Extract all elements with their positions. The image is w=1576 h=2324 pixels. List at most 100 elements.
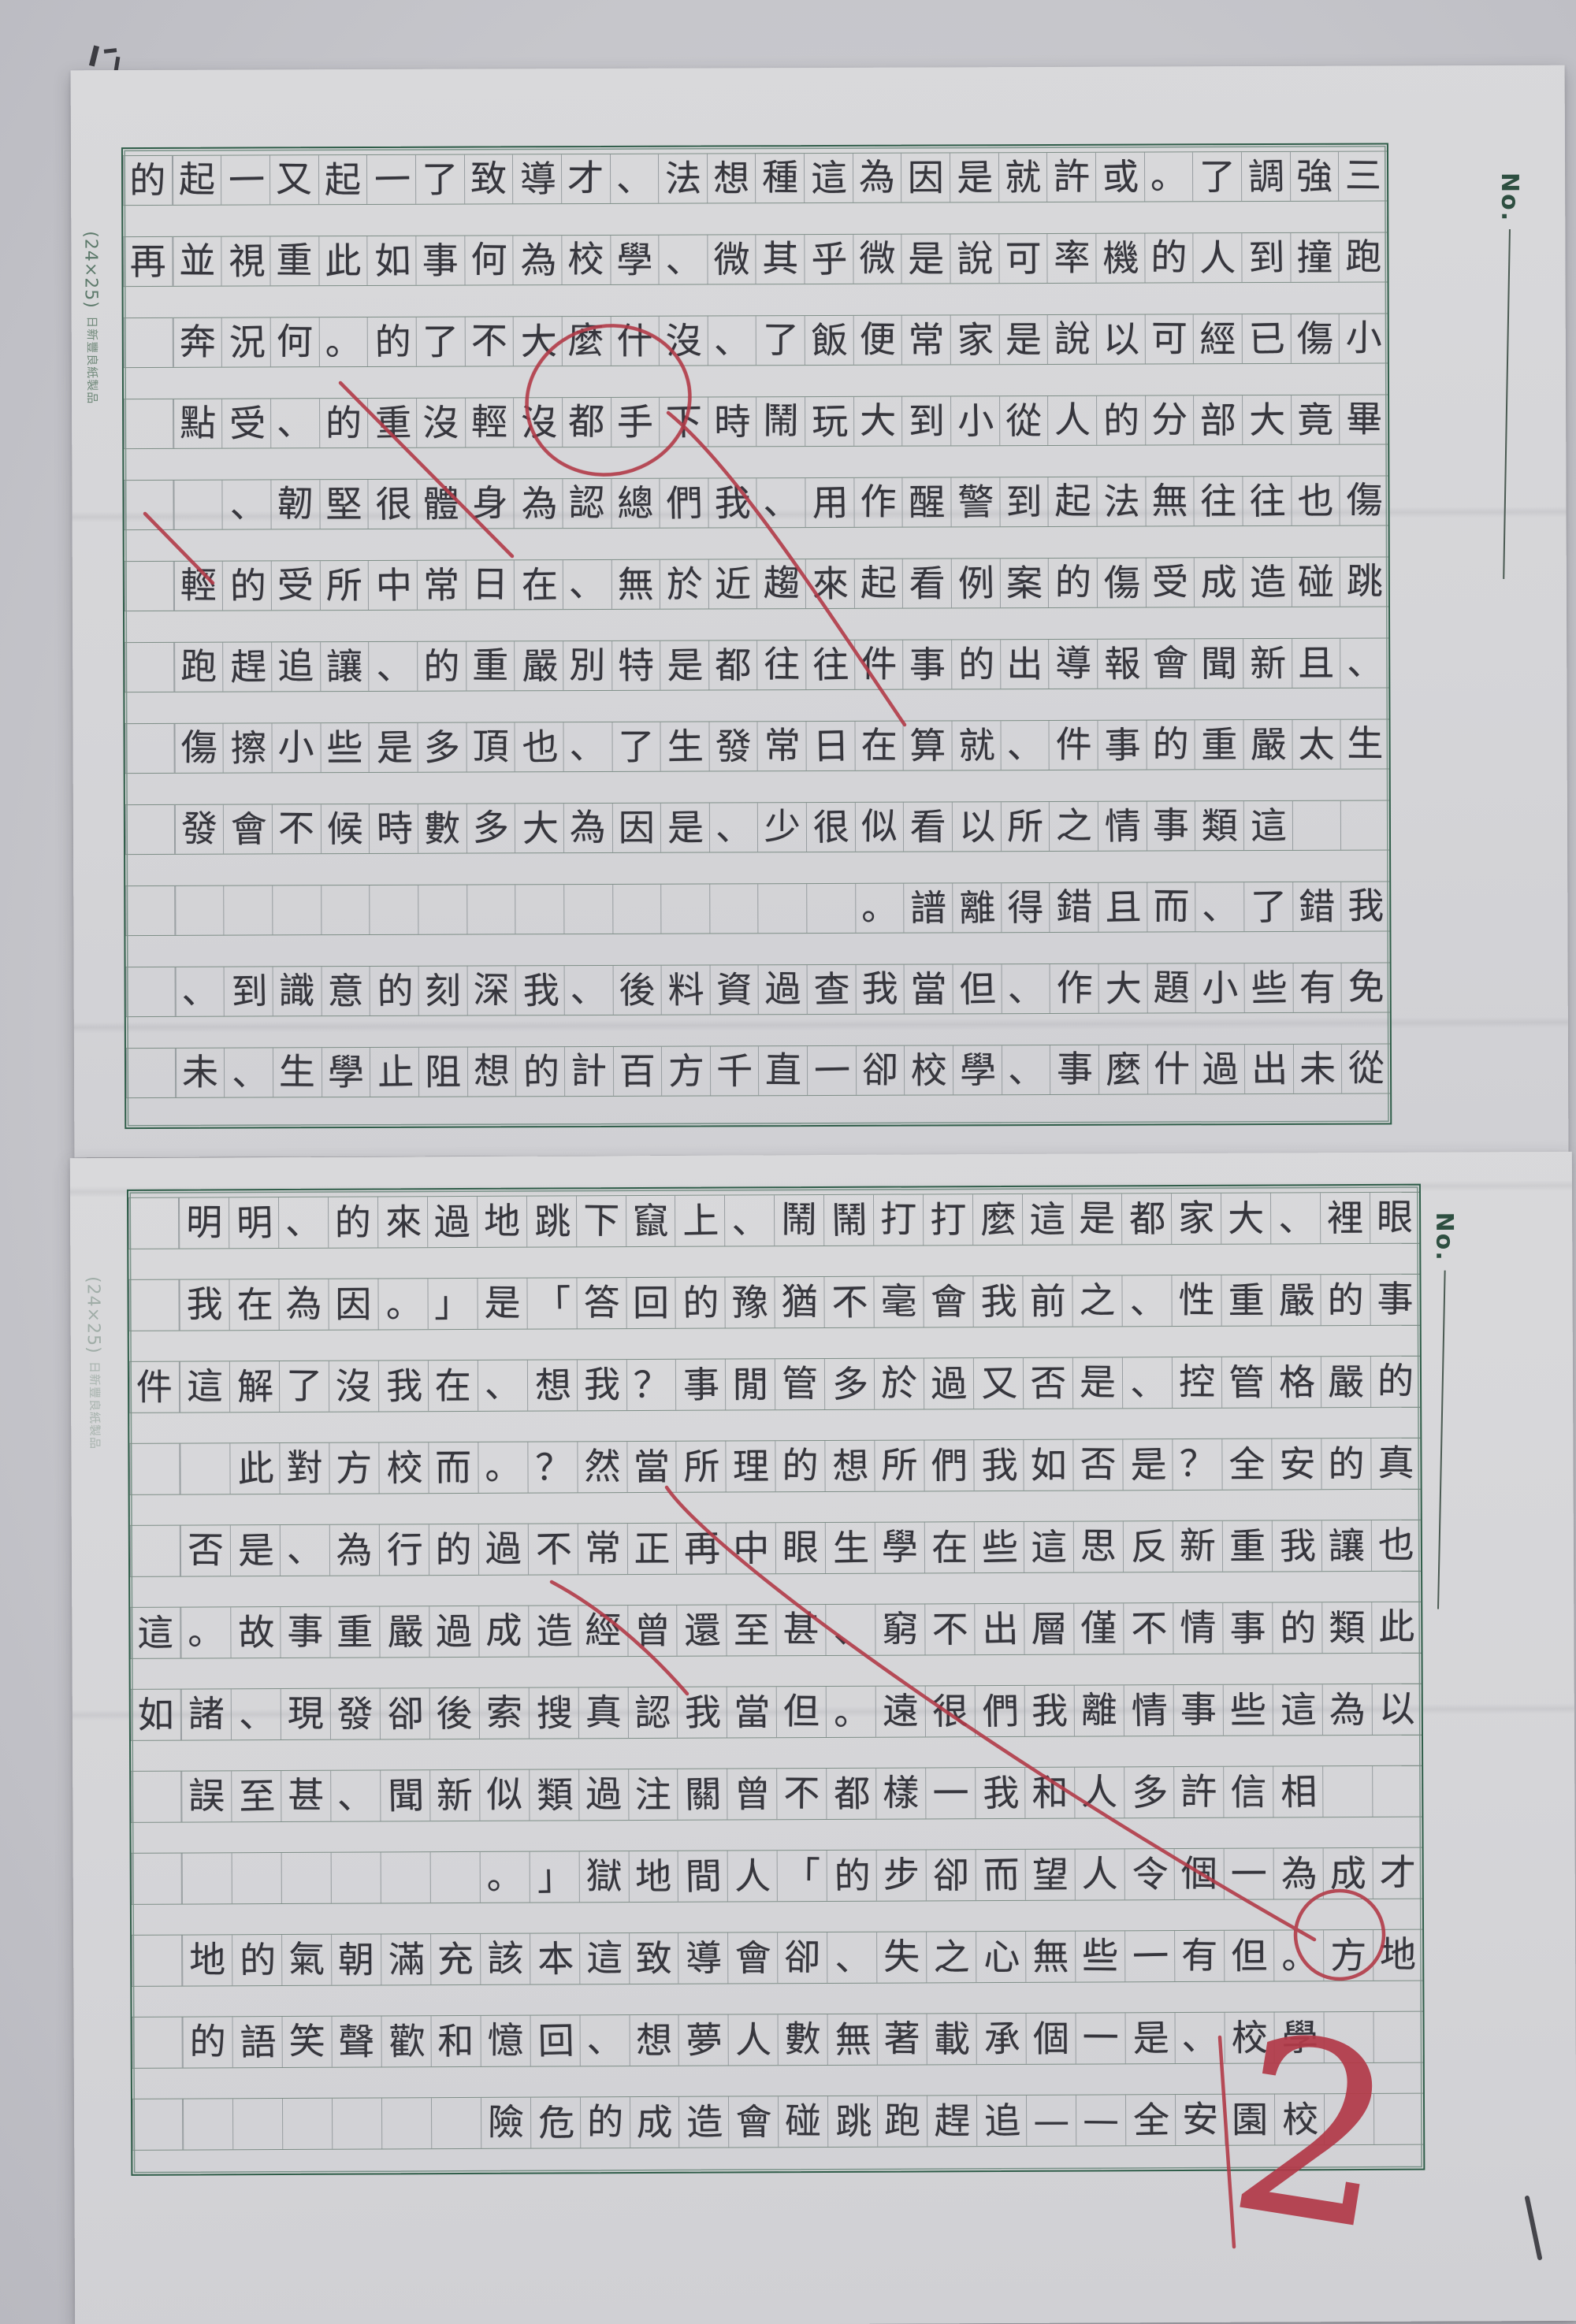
handwritten-character: 看: [909, 562, 946, 605]
grid-cell: 、: [221, 480, 271, 529]
no-field-label: No.: [1496, 172, 1524, 223]
handwritten-character: 說: [957, 236, 994, 280]
grid-row: 此類的事情不僅層出不窮、甚至還曾經造成過嚴重事故。這: [130, 1601, 1422, 1659]
grid-cell: [231, 1853, 281, 1904]
grid-cell: [380, 1852, 430, 1903]
handwritten-character: 的: [834, 1854, 872, 1898]
handwritten-character: 情: [1180, 1606, 1217, 1650]
handwritten-character: 碰: [785, 2099, 822, 2143]
grid-cell: 但: [952, 964, 1002, 1014]
handwritten-character: 資: [716, 968, 753, 1012]
grid-cell: 的: [515, 1047, 564, 1097]
grid-cell: 很: [925, 1686, 976, 1737]
handwritten-character: 題: [1153, 966, 1191, 1009]
handwritten-character: 為: [858, 155, 896, 199]
grid-cell: 時: [369, 804, 418, 853]
handwritten-character: 正: [634, 1527, 671, 1571]
grid-cell: 方: [329, 1442, 379, 1494]
grid-cell: 在: [924, 1522, 975, 1573]
handwritten-character: 因: [618, 806, 655, 849]
handwritten-character: 人: [1081, 1770, 1118, 1814]
grid-cell: 就: [951, 721, 1001, 770]
grid-cell: 校: [561, 235, 611, 285]
handwritten-character: 搜: [535, 1691, 573, 1735]
handwritten-character: 否: [1080, 1442, 1117, 1486]
handwritten-character: 就: [1005, 156, 1042, 199]
grid-cell: 遠: [875, 1686, 926, 1737]
grid-cell: 充: [429, 1933, 480, 1985]
handwritten-character: 當: [633, 1445, 671, 1489]
handwritten-character: 的: [435, 1528, 472, 1572]
handwritten-character: 、: [1277, 1196, 1315, 1240]
grid-cell: 鬧: [756, 397, 805, 447]
grid-cell: [430, 2097, 481, 2149]
grid-row: 眼裡、大家都是這麼打打鬧鬧、上竄下跳地過來的、明明: [128, 1191, 1420, 1249]
grid-cell: 一: [1223, 1848, 1273, 1899]
grid-cell: 也: [514, 722, 563, 772]
handwritten-character: 是: [237, 1528, 275, 1572]
handwritten-character: 這: [585, 1936, 623, 1980]
grid-cell: 相: [1273, 1766, 1323, 1817]
handwritten-character: 料: [667, 968, 705, 1012]
grid-cell: 的: [327, 1197, 377, 1248]
grid-cell: 聲: [331, 2016, 381, 2067]
grid-cell: ？: [1172, 1439, 1222, 1491]
grid-cell: 碰: [778, 2096, 828, 2148]
handwritten-character: 所: [325, 564, 362, 607]
handwritten-character: 聞: [387, 1773, 425, 1817]
grid-cell: 地: [476, 1196, 526, 1247]
grid-cell: 傷: [1339, 476, 1388, 525]
handwritten-character: 、: [833, 1608, 871, 1652]
handwritten-character: 回: [537, 2018, 574, 2062]
handwritten-character: 危: [537, 2100, 575, 2144]
handwritten-character: 很: [932, 1690, 969, 1733]
handwritten-character: 太: [1298, 722, 1335, 766]
grid-cell: 事: [1173, 1684, 1224, 1736]
handwritten-character: 發: [336, 1692, 374, 1736]
grid-cell: 算: [902, 721, 952, 770]
grid-cell: 一: [1124, 1931, 1175, 1982]
handwritten-character: 、: [336, 1774, 374, 1817]
handwritten-character: 」: [536, 1854, 574, 1899]
grid-cell: 頂: [466, 722, 515, 772]
grid-cell: 如: [130, 1689, 181, 1740]
grid-cell: 們: [659, 478, 708, 528]
grid-cell: 不: [527, 1524, 578, 1575]
handwritten-character: 都: [1128, 1197, 1166, 1241]
grid-cell: 似: [478, 1769, 530, 1821]
handwritten-character: 之: [933, 1936, 970, 1979]
grid-cell: 不: [776, 1768, 827, 1820]
handwritten-character: 不: [277, 807, 315, 850]
grid-cell: 毫: [873, 1276, 924, 1327]
grid-cell: 到: [999, 477, 1049, 527]
grid-cell: 、: [658, 235, 708, 284]
grid-cell: 全: [1221, 1439, 1272, 1490]
grid-cell: 下: [659, 397, 708, 447]
grid-cell: 沒: [513, 398, 563, 447]
grid-cell: 嚴: [1243, 719, 1292, 770]
grid-cell: 韌: [270, 480, 320, 529]
grid-cell: 作: [1049, 963, 1098, 1013]
grid-cell: 發: [329, 1688, 380, 1739]
handwritten-character: 這: [1031, 1525, 1068, 1569]
grid-cell: 導: [512, 154, 562, 204]
grid-cell: 三: [1338, 151, 1388, 201]
grid-cell: 個: [1025, 2013, 1076, 2064]
grid-cell: 往: [1242, 476, 1292, 526]
grid-cell: 的: [826, 1850, 877, 1901]
handwritten-character: 、: [1007, 967, 1044, 1011]
grid-cell: 小: [1195, 963, 1244, 1013]
grid-cell: 似: [854, 802, 904, 852]
handwritten-character: 常: [764, 723, 801, 767]
handwritten-character: 深: [473, 968, 510, 1012]
handwritten-character: 率: [1053, 236, 1091, 280]
handwritten-character: 些: [326, 726, 363, 770]
grid-cell: 曾: [626, 1605, 678, 1657]
grid-cell: 乎: [804, 234, 853, 284]
handwritten-character: 、: [375, 644, 413, 689]
grid-cell: 管: [775, 1358, 825, 1410]
grid-cell: ？: [626, 1359, 676, 1411]
ruled-grid-sheet2: 眼裡、大家都是這麼打打鬧鬧、上竄下跳地過來的、明明事的嚴重性、之前我會毫不猶豫的…: [126, 1183, 1425, 2176]
grid-cell: —: [1076, 2095, 1126, 2146]
handwritten-character: 我: [522, 968, 559, 1012]
